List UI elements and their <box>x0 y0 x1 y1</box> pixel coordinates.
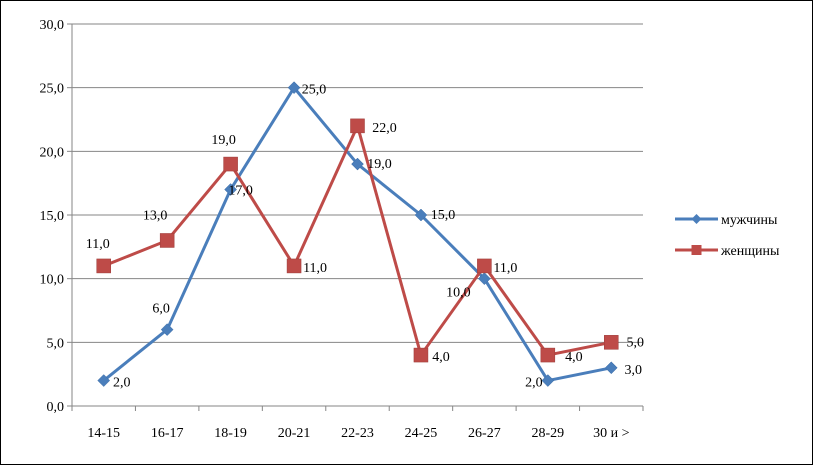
data-label: 17,0 <box>228 184 253 199</box>
series-markers <box>96 81 619 387</box>
legend-marker-diamond <box>691 214 702 224</box>
data-point-square <box>413 347 429 363</box>
legend: мужчины женщины <box>675 213 780 259</box>
data-point-square <box>223 156 238 172</box>
data-label: 6,0 <box>152 302 170 317</box>
data-point-diamond <box>478 272 491 286</box>
y-tick-label: 20,0 <box>40 145 65 160</box>
data-labels: 2,0 6,0 17,0 25,0 19,0 15,0 10,0 2,0 3,0 11,0 13,0… <box>86 83 644 391</box>
legend-marker-square <box>691 245 702 255</box>
data-label: 15,0 <box>431 208 456 223</box>
y-tick-label: 5,0 <box>47 336 65 351</box>
data-point-diamond <box>414 208 428 222</box>
data-point-square <box>159 233 175 248</box>
data-label: 11,0 <box>493 261 517 276</box>
y-tick-label: 10,0 <box>40 273 65 288</box>
data-point-diamond <box>604 361 618 375</box>
data-label: 19,0 <box>211 133 236 148</box>
data-point-diamond <box>287 81 301 95</box>
data-label: 2,0 <box>113 376 131 391</box>
data-point-square <box>604 335 619 350</box>
axes <box>67 23 644 411</box>
data-label: 11,0 <box>86 237 110 252</box>
x-tick-label: 16-17 <box>151 426 184 441</box>
x-tick-label: 26-27 <box>468 426 501 441</box>
data-label: 19,0 <box>367 157 392 172</box>
data-label: 4,0 <box>432 350 450 365</box>
data-label: 25,0 <box>302 83 327 98</box>
data-point-square <box>540 347 556 363</box>
data-point-diamond <box>160 323 174 336</box>
x-tick-label: 22-23 <box>341 426 374 441</box>
data-point-square <box>477 258 492 274</box>
data-label: 4,0 <box>565 350 583 365</box>
y-tick-label: 0,0 <box>47 400 65 415</box>
data-label: 2,0 <box>525 376 543 391</box>
x-tick-label: 28-29 <box>531 426 564 441</box>
data-point-square <box>286 258 302 274</box>
data-label: 22,0 <box>372 121 397 136</box>
data-point-diamond <box>224 183 237 196</box>
x-tick-label: 20-21 <box>278 426 311 441</box>
x-tick-label: 14-15 <box>87 426 120 441</box>
legend-label: мужчины <box>721 213 778 228</box>
x-tick-label: 18-19 <box>214 426 247 441</box>
data-point-square <box>350 118 365 134</box>
data-label: 10,0 <box>446 286 471 301</box>
legend-label: женщины <box>720 244 780 259</box>
data-point-diamond <box>351 157 364 171</box>
x-tick-label: 30 и > <box>593 426 629 441</box>
x-tick-label: 24-25 <box>405 426 438 441</box>
data-point-diamond <box>541 374 555 387</box>
data-label: 3,0 <box>625 363 643 378</box>
y-tick-label: 30,0 <box>40 18 65 33</box>
y-tick-labels: 0,0 5,0 10,0 15,0 20,0 25,0 30,0 <box>40 18 65 415</box>
data-label: 11,0 <box>303 261 327 276</box>
x-tick-labels: 14-15 16-17 18-19 20-21 22-23 24-25 26-27 28-29… <box>87 426 629 441</box>
data-label: 5,0 <box>627 335 645 350</box>
data-point-square <box>96 258 111 274</box>
data-label: 13,0 <box>143 208 168 223</box>
y-tick-label: 15,0 <box>40 209 65 224</box>
data-point-diamond <box>97 374 111 387</box>
y-tick-label: 25,0 <box>40 82 65 97</box>
